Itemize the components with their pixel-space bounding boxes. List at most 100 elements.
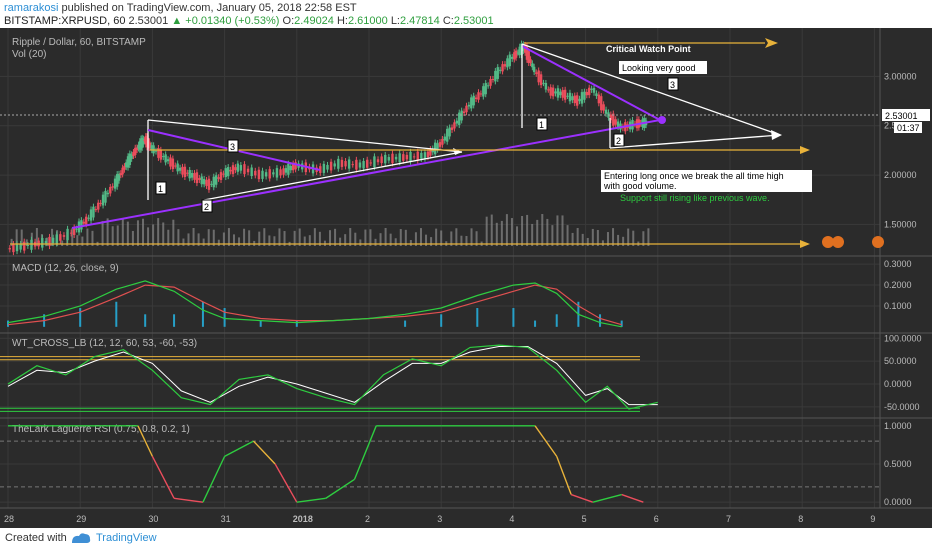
macd-line	[7, 280, 622, 328]
event-icon[interactable]	[822, 236, 834, 248]
candle-body	[214, 175, 218, 185]
entering-long-box	[601, 170, 812, 192]
candle-body	[542, 82, 545, 84]
grid-lines	[0, 28, 880, 508]
candle-body	[239, 165, 243, 171]
volume-bar	[505, 214, 508, 246]
candle-body	[137, 145, 140, 149]
x-tick-label: 31	[221, 514, 231, 524]
candle-body	[85, 216, 88, 225]
volume-bar	[399, 229, 402, 246]
candle-body	[402, 154, 405, 161]
candle-body	[134, 147, 137, 155]
candle-body	[261, 170, 264, 179]
volume-bar	[217, 239, 220, 246]
trendline-lower-1[interactable]	[203, 151, 463, 201]
volume-bar	[172, 219, 175, 246]
entering-long-line2: with good volume.	[603, 181, 677, 191]
candle-body	[128, 153, 132, 166]
candle-body	[523, 44, 527, 53]
volume-bar	[389, 233, 392, 246]
volume-bar	[10, 238, 13, 246]
close-value: 2.53001	[453, 15, 494, 27]
candle-body	[446, 128, 449, 142]
volume-bar	[576, 228, 579, 246]
purple-resistance-line-2[interactable]	[521, 45, 661, 121]
x-tick-label: 30	[148, 514, 158, 524]
chart-area[interactable]: Ripple / Dollar, 60, BITSTAMP Vol (20) M…	[0, 28, 932, 528]
volume-bar	[25, 239, 28, 246]
volume-bar	[273, 236, 276, 246]
candle-body	[531, 63, 534, 68]
candle-body	[387, 157, 391, 161]
trendline-lower-2[interactable]	[609, 134, 781, 149]
trendline-upper-1[interactable]	[147, 119, 463, 153]
volume-bar	[121, 218, 124, 246]
y-tick-label: 0.0000	[884, 497, 912, 507]
candle-body	[496, 67, 499, 79]
candle-body	[80, 220, 83, 230]
candle-body	[152, 145, 155, 154]
candle-body	[537, 70, 540, 83]
volume-bar	[86, 228, 89, 246]
candle-body	[467, 104, 471, 107]
candle-body	[75, 228, 78, 230]
volume-bar	[212, 229, 215, 246]
tradingview-brand-link[interactable]: TradingView	[96, 532, 157, 544]
candle-body	[132, 152, 135, 156]
macd-histogram-bar	[144, 314, 147, 327]
rsi-segment	[621, 493, 644, 503]
trendline-upper-2[interactable]	[521, 43, 781, 136]
symbol-label: BITSTAMP:XRPUSD, 60	[4, 15, 126, 27]
candle-body	[344, 161, 347, 167]
candle-body	[549, 87, 552, 96]
candle-body	[89, 209, 93, 221]
candle-body	[362, 160, 365, 169]
volume-bar	[248, 230, 251, 246]
candle-body	[135, 147, 139, 151]
ohlc-line: BITSTAMP:XRPUSD, 60 2.53001 ▲ +0.01340 (…	[4, 15, 494, 27]
wave-label-2b	[613, 133, 625, 147]
y-tick-label: 2.00000	[884, 170, 917, 180]
chart-svg[interactable]: Ripple / Dollar, 60, BITSTAMP Vol (20) M…	[0, 28, 932, 528]
drawings	[10, 38, 884, 248]
macd-histogram-bar	[476, 308, 479, 327]
volume-bar	[485, 216, 488, 246]
volume-bar	[500, 220, 503, 246]
candle-body	[284, 168, 288, 173]
volume-bar	[136, 220, 139, 246]
author-link[interactable]: ramarakosi	[4, 2, 59, 14]
volume-bar	[450, 231, 453, 246]
candle-body	[544, 82, 548, 90]
candle-body	[460, 110, 463, 121]
candle-body	[99, 202, 102, 204]
candle-body	[190, 173, 194, 178]
publish-line: ramarakosi published on TradingView.com,…	[4, 2, 357, 14]
x-tick-label: 2	[365, 514, 370, 524]
candle-body	[398, 153, 401, 163]
candle-body	[479, 93, 483, 95]
x-tick-labels: 28 29 30 31 2018 2 3 4 5 6 7 8 9	[4, 514, 875, 524]
candle-body	[373, 156, 376, 168]
x-tick-label: 4	[509, 514, 514, 524]
purple-support-line[interactable]	[71, 119, 661, 229]
candle-body	[429, 149, 432, 156]
volume-bar	[258, 231, 261, 246]
y-tick-label: 0.1000	[884, 301, 912, 311]
macd-histogram-bar	[599, 314, 602, 327]
orange-arrowhead-1	[800, 146, 810, 154]
volume-bar	[283, 231, 286, 246]
volume-bar	[35, 228, 38, 246]
volume-bar	[222, 232, 225, 246]
price-axis[interactable]	[880, 28, 932, 508]
candle-body	[279, 169, 282, 176]
open-label: O:	[282, 15, 295, 27]
candle-body	[126, 156, 130, 168]
candle-body	[426, 151, 430, 158]
volume-bar	[440, 230, 443, 246]
volume-bar	[227, 228, 230, 246]
event-icon[interactable]	[872, 236, 884, 248]
event-icon[interactable]	[832, 236, 844, 248]
volume-bar	[303, 236, 306, 246]
volume-bar	[632, 230, 635, 246]
